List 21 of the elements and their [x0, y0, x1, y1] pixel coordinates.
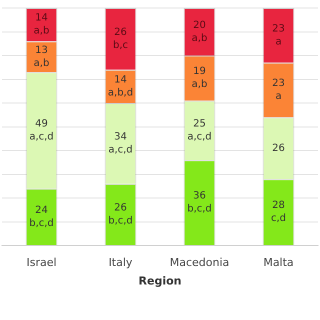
data-label: 23 a [272, 78, 285, 102]
x-tick-label: Italy [108, 256, 133, 270]
data-label: 36 b,c,d [187, 190, 212, 215]
data-label: 26 [272, 142, 285, 154]
x-tick-label: Israel [26, 256, 57, 270]
x-tick-label: Macedonia [170, 256, 230, 270]
data-label: 25 a,c,d [187, 118, 212, 142]
data-label: 34 a,c,d [108, 132, 133, 156]
data-label: 26 b,c,d [108, 202, 133, 227]
data-label: 20 a,b [192, 20, 208, 44]
data-label: 14 a,b,d [108, 74, 134, 98]
x-tick-label: Malta [263, 256, 294, 270]
data-label: 19 a,b [192, 66, 208, 90]
data-label: 26 b,c [112, 26, 128, 51]
data-label: 13 a,b [34, 44, 50, 69]
data-label: 24 b,c,d [29, 204, 54, 229]
data-label: 49 a,c,d [29, 118, 54, 142]
data-label: 28 c,d [270, 200, 286, 224]
data-label: 23 a [272, 23, 285, 48]
x-axis-title: Region [138, 274, 182, 288]
data-label: 14 a,b [34, 12, 50, 37]
